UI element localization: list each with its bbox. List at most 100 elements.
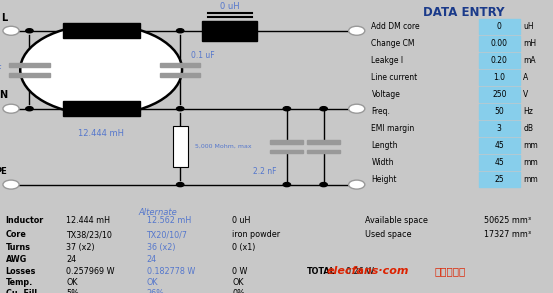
Text: Change CM: Change CM xyxy=(372,39,415,48)
Text: 45: 45 xyxy=(494,158,504,167)
Text: 2.2 nF: 2.2 nF xyxy=(253,167,276,176)
Text: OK: OK xyxy=(232,278,244,287)
Bar xyxy=(479,19,520,34)
Bar xyxy=(307,150,340,154)
Bar xyxy=(307,140,340,144)
Text: Voltage: Voltage xyxy=(372,90,400,99)
Bar xyxy=(479,36,520,51)
Bar xyxy=(270,150,304,154)
Circle shape xyxy=(3,26,19,35)
Text: 0.257969 W: 0.257969 W xyxy=(66,267,115,275)
Text: mA: mA xyxy=(523,56,536,65)
Text: Freq.: Freq. xyxy=(372,107,390,116)
Bar xyxy=(479,87,520,102)
Circle shape xyxy=(348,180,365,189)
Text: A: A xyxy=(523,73,529,82)
Text: OK: OK xyxy=(66,278,78,287)
Circle shape xyxy=(320,107,327,111)
Text: 0.20: 0.20 xyxy=(491,56,508,65)
Text: 24: 24 xyxy=(147,255,156,264)
Text: N: N xyxy=(0,91,7,100)
Text: 17327 mm³: 17327 mm³ xyxy=(484,231,531,239)
Text: Losses: Losses xyxy=(6,267,36,275)
Circle shape xyxy=(283,183,290,187)
Text: Height: Height xyxy=(372,176,397,184)
Text: Temp.: Temp. xyxy=(6,278,33,287)
Text: 26%: 26% xyxy=(147,289,164,293)
Text: 50: 50 xyxy=(494,107,504,116)
Text: AWG: AWG xyxy=(6,255,27,264)
Text: 45: 45 xyxy=(494,141,504,150)
Bar xyxy=(479,53,520,68)
Text: 12.444 mH: 12.444 mH xyxy=(66,217,111,225)
Text: Line current: Line current xyxy=(372,73,418,82)
Text: 0 W: 0 W xyxy=(232,267,248,275)
Bar xyxy=(479,139,520,153)
Circle shape xyxy=(176,183,184,187)
Text: TX20/10/7: TX20/10/7 xyxy=(147,231,187,239)
Text: 12.562 mH: 12.562 mH xyxy=(147,217,191,225)
Text: 5,000 Mohm, max: 5,000 Mohm, max xyxy=(195,144,252,149)
Text: 5%: 5% xyxy=(66,289,79,293)
Text: Turns: Turns xyxy=(6,243,30,252)
Text: 0.26 W: 0.26 W xyxy=(346,267,374,275)
Text: L: L xyxy=(1,13,7,23)
Bar xyxy=(479,156,520,170)
Text: 36 (x2): 36 (x2) xyxy=(147,243,175,252)
Text: Core: Core xyxy=(6,231,27,239)
Bar xyxy=(479,121,520,136)
Circle shape xyxy=(283,107,290,111)
Circle shape xyxy=(26,29,33,33)
Circle shape xyxy=(20,25,182,115)
Text: PE: PE xyxy=(0,167,7,176)
Bar xyxy=(479,70,520,85)
Text: 12.444 mH: 12.444 mH xyxy=(78,129,124,138)
Text: Used space: Used space xyxy=(365,231,411,239)
Text: uH: uH xyxy=(523,22,534,31)
Text: Add DM core: Add DM core xyxy=(372,22,420,31)
Text: DATA ENTRY: DATA ENTRY xyxy=(424,6,505,19)
Text: Alternate: Alternate xyxy=(138,208,177,217)
Bar xyxy=(479,104,520,119)
Text: iron powder: iron powder xyxy=(232,231,280,239)
Bar xyxy=(62,101,140,116)
Text: 3: 3 xyxy=(497,124,502,133)
Text: 0: 0 xyxy=(497,22,502,31)
Text: Width: Width xyxy=(372,158,394,167)
Circle shape xyxy=(348,26,365,35)
Bar xyxy=(160,73,200,76)
Text: Hz: Hz xyxy=(523,107,533,116)
Text: 50625 mm³: 50625 mm³ xyxy=(484,217,531,225)
Bar xyxy=(9,73,50,76)
Bar xyxy=(9,63,50,67)
Text: 1.0: 1.0 xyxy=(493,73,505,82)
Text: 0 uH: 0 uH xyxy=(232,217,251,225)
Text: Available space: Available space xyxy=(365,217,428,225)
Text: 0.1 uF: 0.1 uF xyxy=(0,65,2,74)
Bar xyxy=(173,126,187,167)
Text: mm: mm xyxy=(523,158,538,167)
Circle shape xyxy=(176,29,184,33)
Bar xyxy=(479,173,520,187)
Circle shape xyxy=(3,104,19,113)
Text: mm: mm xyxy=(523,141,538,150)
Text: 250: 250 xyxy=(492,90,507,99)
Bar xyxy=(62,23,140,38)
Text: 0.1 uF: 0.1 uF xyxy=(191,51,215,60)
Text: 0.00: 0.00 xyxy=(491,39,508,48)
Circle shape xyxy=(348,104,365,113)
Text: TX38/23/10: TX38/23/10 xyxy=(66,231,112,239)
Text: V: V xyxy=(523,90,529,99)
Text: OK: OK xyxy=(147,278,158,287)
Text: 0 (x1): 0 (x1) xyxy=(232,243,255,252)
Text: dB: dB xyxy=(523,124,533,133)
Text: 0 uH: 0 uH xyxy=(220,2,239,11)
Text: mH: mH xyxy=(523,39,536,48)
Bar xyxy=(202,21,257,41)
Bar xyxy=(270,140,304,144)
Text: mm: mm xyxy=(523,176,538,184)
Bar xyxy=(160,63,200,67)
Text: 25: 25 xyxy=(494,176,504,184)
Text: 电子发烧友: 电子发烧友 xyxy=(434,266,466,276)
Text: Cu. Fill: Cu. Fill xyxy=(6,289,36,293)
